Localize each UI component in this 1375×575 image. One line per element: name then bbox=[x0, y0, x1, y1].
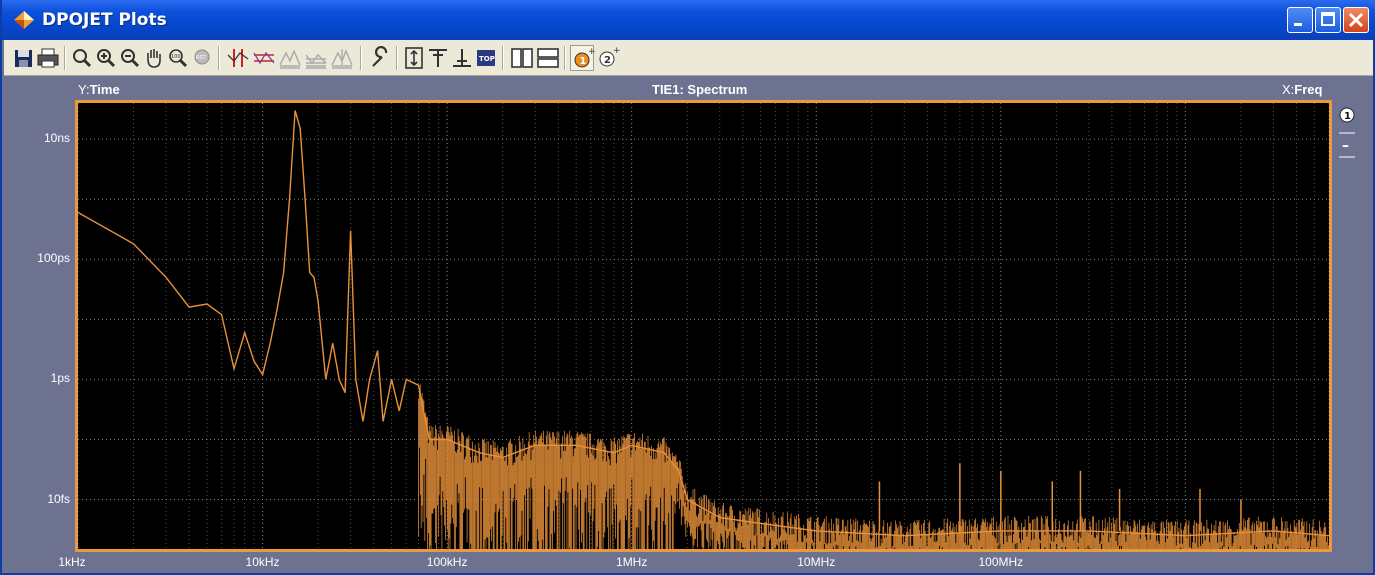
cursor-2-add-icon: 2+ bbox=[599, 46, 621, 67]
zoom-reset-icon: RST bbox=[194, 49, 210, 65]
top-icon: TOP bbox=[477, 50, 495, 66]
vertical-cursor-button[interactable] bbox=[226, 45, 250, 71]
plot-frame[interactable] bbox=[75, 100, 1332, 552]
cursor-badge-label: 1 bbox=[1344, 111, 1351, 122]
split-vertical-icon bbox=[511, 48, 533, 68]
plot-title: TIE1: Spectrum bbox=[652, 82, 748, 97]
svg-text:+: + bbox=[613, 46, 620, 56]
reset-icon bbox=[305, 53, 327, 69]
pan-hand-icon bbox=[147, 49, 161, 68]
sync-icon bbox=[331, 49, 353, 69]
save-button[interactable] bbox=[12, 45, 36, 71]
settings-button[interactable] bbox=[368, 45, 392, 71]
y-tick-label: 1ps bbox=[50, 371, 70, 386]
cursor-waveform-icon bbox=[253, 51, 275, 65]
reset-button[interactable] bbox=[304, 45, 328, 71]
cursor-1-label: 1 bbox=[580, 56, 587, 67]
zoom-reset-button[interactable]: RST bbox=[190, 45, 214, 71]
reset-cursor-icon bbox=[279, 49, 301, 69]
waveform-cursor-button[interactable] bbox=[252, 45, 276, 71]
toolbar-separator bbox=[502, 46, 504, 70]
toolbar-separator bbox=[64, 46, 66, 70]
spectrum-line bbox=[78, 110, 1329, 537]
close-button[interactable] bbox=[1343, 7, 1369, 33]
spectrum-noise bbox=[418, 384, 1329, 549]
toolbar-separator bbox=[360, 46, 362, 70]
minimize-button[interactable] bbox=[1287, 7, 1313, 33]
split-horizontal-icon bbox=[537, 48, 559, 68]
split-vertical-button[interactable] bbox=[510, 45, 534, 71]
sync-button[interactable] bbox=[330, 45, 354, 71]
svg-text:100: 100 bbox=[171, 54, 181, 60]
y-tick-label: 10fs bbox=[47, 491, 70, 506]
zoom-100-icon: 100 bbox=[169, 49, 188, 68]
wrench-icon bbox=[372, 46, 388, 67]
zoom-button[interactable] bbox=[70, 45, 94, 71]
maximize-icon bbox=[1321, 12, 1335, 26]
reset-cursor-button[interactable] bbox=[278, 45, 302, 71]
svg-text:RST: RST bbox=[196, 55, 207, 61]
svg-text:+: + bbox=[588, 47, 595, 57]
app-logo-icon bbox=[14, 11, 34, 29]
toolbar-separator bbox=[218, 46, 220, 70]
bottom-marker-button[interactable] bbox=[450, 45, 474, 71]
save-icon bbox=[15, 50, 32, 67]
print-icon bbox=[37, 48, 59, 68]
x-tick-label: 100kHz bbox=[426, 555, 468, 569]
zoom-in-button[interactable] bbox=[94, 45, 118, 71]
x-tick-label: 1kHz bbox=[58, 555, 86, 569]
toolbar: 100 RST bbox=[4, 40, 1373, 76]
vertical-scale-button[interactable] bbox=[402, 45, 426, 71]
toolbar-separator bbox=[396, 46, 398, 70]
x-tick-label: 1MHz bbox=[616, 555, 648, 569]
maximize-button[interactable] bbox=[1315, 7, 1341, 33]
top-label: TOP bbox=[479, 55, 495, 63]
title-bar[interactable]: DPOJET Plots bbox=[2, 0, 1375, 40]
x-tick-label: 10kHz bbox=[245, 555, 280, 569]
pan-button[interactable] bbox=[142, 45, 166, 71]
cursor-vertical-icon bbox=[227, 49, 249, 67]
toolbar-separator bbox=[564, 46, 566, 70]
cursor-2-label: 2 bbox=[604, 55, 611, 66]
plot-header: Y:Time TIE1: Spectrum X:Freq bbox=[2, 78, 1375, 100]
vertical-scale-icon bbox=[405, 47, 423, 69]
zoom-out-button[interactable] bbox=[118, 45, 142, 71]
top-marker-icon bbox=[429, 49, 447, 67]
x-tick-label: 10MHz bbox=[797, 555, 836, 569]
cursor-2-add-button[interactable]: 2 + bbox=[596, 45, 621, 71]
top-button[interactable]: TOP bbox=[474, 45, 498, 71]
cursor-badge-icon[interactable]: 1 – bbox=[1336, 106, 1358, 166]
window-title: DPOJET Plots bbox=[42, 10, 167, 30]
top-marker-button[interactable] bbox=[426, 45, 450, 71]
zoom-out-icon bbox=[121, 49, 140, 68]
cursor-panel: 1 – bbox=[1336, 106, 1358, 166]
cursor-1-add-button[interactable]: 1 + bbox=[570, 45, 596, 71]
cursor-1-add-icon: 1+ bbox=[574, 47, 596, 68]
minimize-icon bbox=[1294, 23, 1302, 26]
print-button[interactable] bbox=[36, 45, 60, 71]
y-axis-label: Y:Time bbox=[78, 82, 120, 97]
split-horizontal-button[interactable] bbox=[536, 45, 560, 71]
spectrum-plot[interactable] bbox=[78, 103, 1329, 549]
x-tick-label: 100MHz bbox=[978, 555, 1024, 569]
zoom-in-icon bbox=[97, 49, 116, 68]
y-tick-label: 100ps bbox=[37, 251, 70, 266]
cursor-minus-label: – bbox=[1342, 138, 1349, 154]
bottom-marker-icon bbox=[453, 49, 471, 67]
close-icon bbox=[1348, 12, 1364, 28]
zoom-icon bbox=[73, 49, 92, 68]
y-tick-label: 10ns bbox=[43, 131, 70, 146]
x-axis-label: X:Freq bbox=[1282, 82, 1323, 97]
zoom-100-button[interactable]: 100 bbox=[166, 45, 190, 71]
